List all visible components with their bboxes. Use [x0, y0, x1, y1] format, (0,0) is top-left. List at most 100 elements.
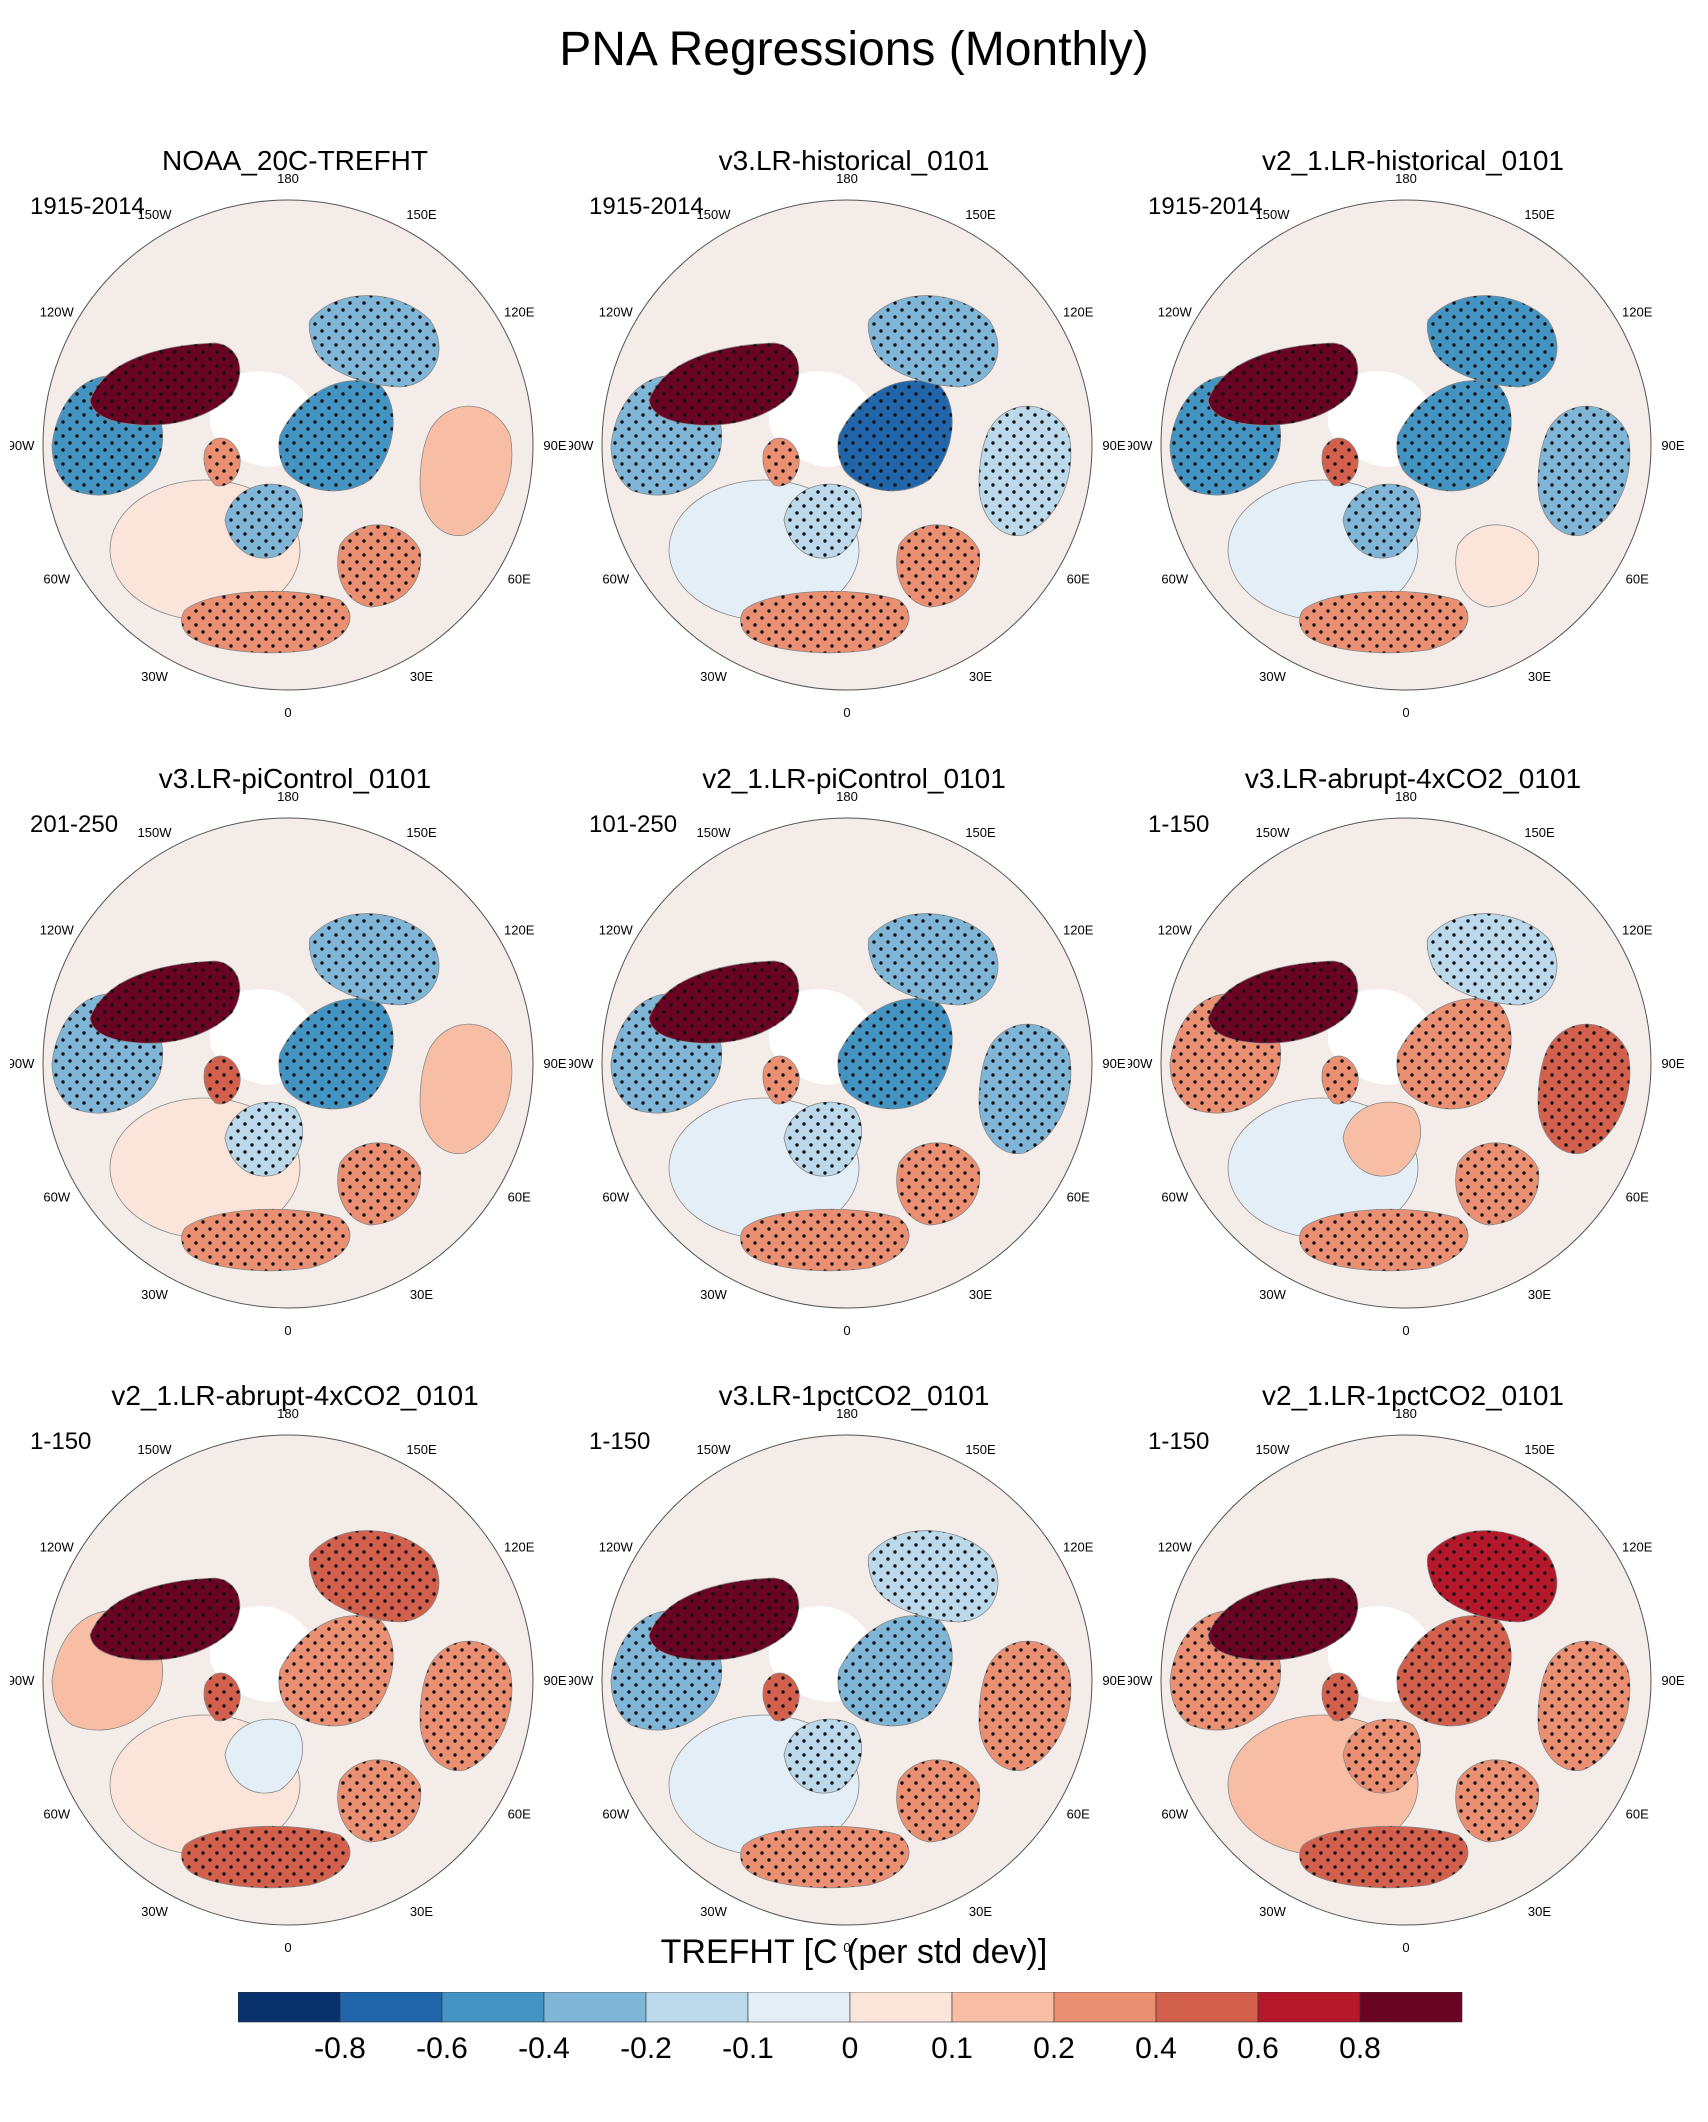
map-boundary: [1160, 1434, 1652, 1926]
colorbar-swatch: [747, 1992, 851, 2023]
longitude-label: 90W: [10, 438, 35, 453]
map-panel: 180 150E 120E 90E 60E 30E 0 30W 60W 90W 120W 150W v…: [1128, 763, 1698, 1363]
longitude-label: 90W: [1128, 1673, 1153, 1688]
colorbar-swatch: [1155, 1992, 1259, 2023]
longitude-label: 30E: [410, 1904, 433, 1919]
longitude-label: 30W: [700, 1904, 727, 1919]
map-panel: 180 150E 120E 90E 60E 30E 0 30W 60W 90W 120W 150W v…: [10, 763, 580, 1363]
longitude-label: 30E: [969, 669, 992, 684]
longitude-label: 150W: [138, 1442, 173, 1457]
longitude-label: 60W: [43, 1190, 70, 1205]
longitude-label: 120W: [40, 1540, 75, 1555]
longitude-label: 0: [843, 705, 850, 720]
panel-period: 1-150: [1148, 811, 1210, 838]
longitude-label: 120W: [1158, 923, 1193, 938]
significance-stipple: [225, 1102, 303, 1177]
panel-period: 101-250: [589, 811, 678, 838]
longitude-label: 150E: [1524, 207, 1555, 222]
colorbar-swatch: [543, 1992, 647, 2023]
panel-title: v3.LR-historical_0101: [718, 145, 990, 176]
polar-map: 180 150E 120E 90E 60E 30E 0 30W 60W 90W 120W 150W: [1128, 789, 1685, 1338]
polar-map: 180 150E 120E 90E 60E 30E 0 30W 60W 90W 120W 150W: [1128, 1406, 1685, 1955]
significance-stipple: [896, 1759, 980, 1842]
significance-stipple: [1538, 406, 1630, 536]
colorbar: -0.8 -0.6 -0.4 -0.2 -0.1 0 0.1 0.2 0.4 0.6 0.8: [238, 1992, 1463, 2065]
longitude-label: 150W: [138, 825, 173, 840]
longitude-label: 0: [284, 1323, 291, 1338]
longitude-label: 90E: [1102, 438, 1125, 453]
significance-stipple: [740, 1209, 909, 1271]
longitude-label: 120E: [1063, 1540, 1094, 1555]
map-boundary: [1160, 817, 1652, 1309]
significance-stipple: [649, 1578, 799, 1661]
longitude-label: 120E: [1622, 1540, 1653, 1555]
longitude-label: 150E: [406, 207, 437, 222]
significance-stipple: [649, 961, 799, 1044]
significance-stipple: [1322, 1056, 1359, 1104]
significance-stipple: [649, 343, 799, 426]
longitude-label: 120W: [1158, 1540, 1193, 1555]
colorbar-swatch: [339, 1992, 443, 2023]
longitude-label: 120W: [40, 923, 75, 938]
longitude-label: 90W: [1128, 1056, 1153, 1071]
map-panel: 180 150E 120E 90E 60E 30E 0 30W 60W 90W 120W 150W v…: [1128, 145, 1698, 745]
longitude-label: 30W: [700, 669, 727, 684]
longitude-label: 0: [843, 1940, 850, 1955]
longitude-label: 150W: [697, 1442, 732, 1457]
colorbar-tick-label: -0.4: [518, 2032, 570, 2065]
longitude-label: 30E: [969, 1287, 992, 1302]
longitude-label: 60E: [1067, 1190, 1090, 1205]
longitude-label: 150W: [138, 207, 173, 222]
region-central-asia: [419, 1023, 513, 1155]
significance-stipple: [1299, 1826, 1468, 1888]
colorbar-tick-label: 0: [842, 2032, 859, 2065]
colorbar-tick-label: -0.6: [416, 2032, 468, 2065]
region-europe: [1342, 1101, 1421, 1177]
longitude-label: 60E: [1626, 1807, 1649, 1822]
significance-stipple: [1427, 913, 1557, 1005]
longitude-label: 150W: [697, 825, 732, 840]
longitude-label: 0: [1402, 1940, 1409, 1955]
longitude-label: 150E: [965, 1442, 996, 1457]
longitude-label: 30E: [969, 1904, 992, 1919]
longitude-label: 150E: [406, 825, 437, 840]
longitude-label: 180: [1395, 789, 1417, 804]
longitude-label: 60E: [1067, 572, 1090, 587]
panel-period: 1915-2014: [589, 193, 704, 220]
significance-stipple: [763, 1056, 800, 1104]
significance-stipple: [204, 438, 241, 486]
longitude-label: 30W: [141, 1287, 168, 1302]
colorbar-swatch: [951, 1992, 1055, 2023]
longitude-label: 180: [836, 789, 858, 804]
longitude-label: 30E: [410, 1287, 433, 1302]
panel-title: v3.LR-abrupt-4xCO2_0101: [1244, 763, 1582, 794]
longitude-label: 120E: [1063, 305, 1094, 320]
significance-stipple: [1299, 591, 1468, 653]
panel-period: 201-250: [30, 811, 119, 838]
longitude-label: 60W: [43, 572, 70, 587]
polar-map: 180 150E 120E 90E 60E 30E 0 30W 60W 90W 120W 150W: [1128, 171, 1685, 720]
map-boundary: [42, 1434, 534, 1926]
longitude-label: 60W: [602, 1190, 629, 1205]
longitude-label: 150E: [1524, 825, 1555, 840]
panel-title: v2_1.LR-abrupt-4xCO2_0101: [111, 1380, 479, 1411]
longitude-label: 120E: [1063, 923, 1094, 938]
longitude-label: 0: [1402, 705, 1409, 720]
longitude-label: 60E: [508, 1807, 531, 1822]
significance-stipple: [979, 1024, 1071, 1154]
longitude-label: 30W: [700, 1287, 727, 1302]
colorbar-tick-label: 0.8: [1339, 2032, 1381, 2065]
longitude-label: 120E: [504, 1540, 535, 1555]
significance-stipple: [1208, 343, 1358, 426]
significance-stipple: [1343, 484, 1421, 559]
colorbar-tick-label: 0.2: [1033, 2032, 1075, 2065]
longitude-label: 180: [836, 171, 858, 186]
map-panel: 180 150E 120E 90E 60E 30E 0 30W 60W 90W 120W 150W v…: [569, 145, 1139, 745]
map-boundary: [42, 817, 534, 1309]
longitude-label: 90W: [10, 1673, 35, 1688]
longitude-label: 180: [277, 171, 299, 186]
colorbar-swatch: [1053, 1992, 1157, 2023]
longitude-label: 30E: [1528, 1904, 1551, 1919]
significance-stipple: [278, 380, 394, 491]
significance-stipple: [1427, 295, 1557, 387]
